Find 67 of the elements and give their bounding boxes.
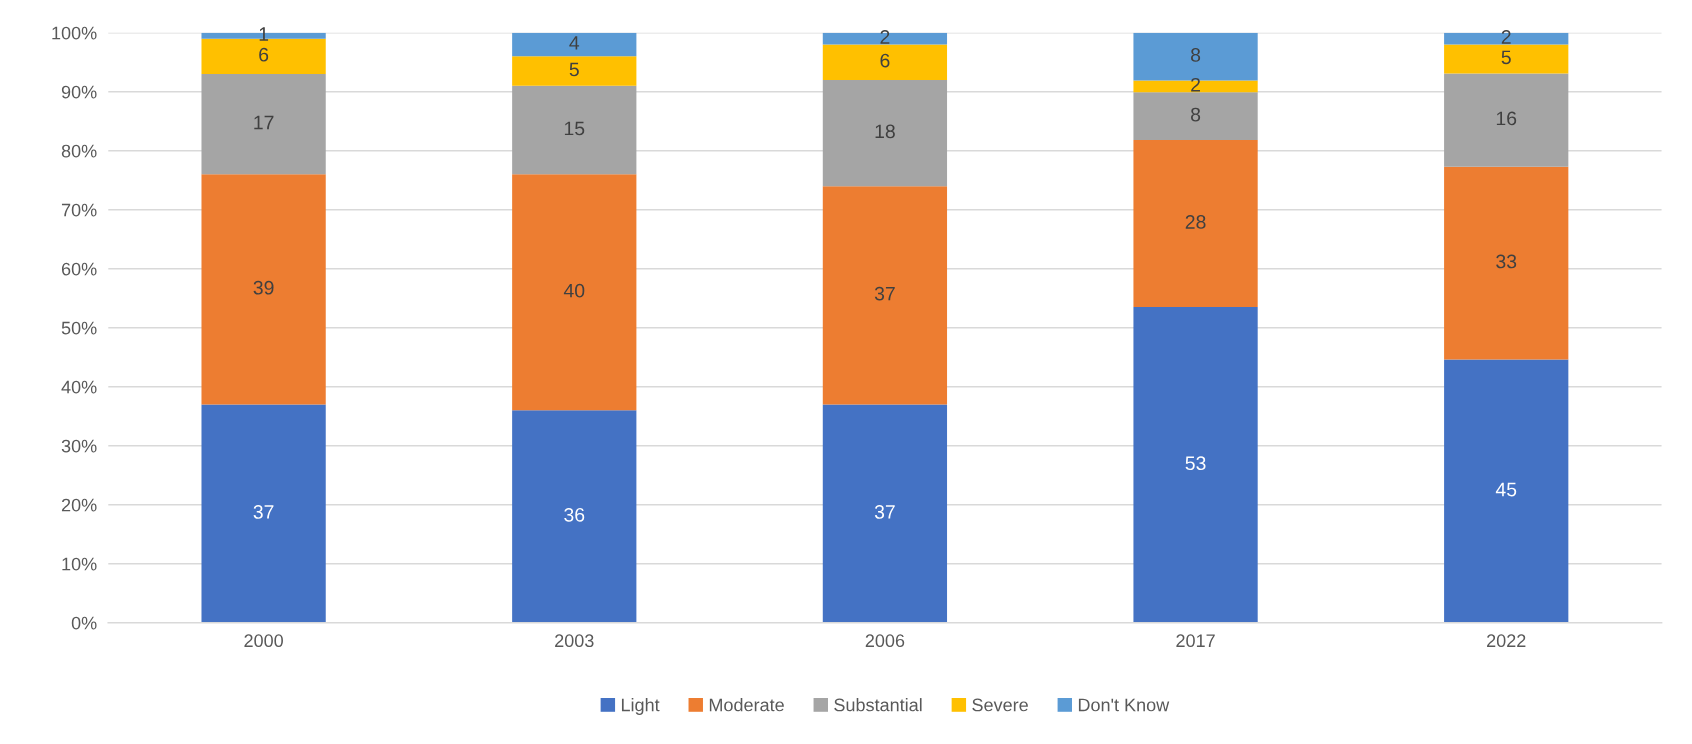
data-label: 53 xyxy=(1185,456,1206,471)
bar xyxy=(1444,166,1569,360)
data-label: 36 xyxy=(564,507,585,522)
x-tick-label: 2017 xyxy=(1176,634,1215,648)
data-label: 18 xyxy=(875,124,895,139)
bar xyxy=(512,85,637,175)
x-tick-label: 2003 xyxy=(555,634,594,648)
data-label: 4 xyxy=(569,36,580,50)
bar xyxy=(1444,359,1569,623)
data-label: 28 xyxy=(1185,215,1206,229)
bar xyxy=(822,44,948,80)
data-label: 5 xyxy=(569,62,579,77)
data-label: 8 xyxy=(1191,48,1201,62)
y-tick-label: 40% xyxy=(61,380,97,394)
y-tick-label: 0% xyxy=(71,616,97,630)
data-label: 17 xyxy=(254,115,274,130)
bar xyxy=(1133,80,1258,93)
bar xyxy=(201,74,326,175)
data-label: 6 xyxy=(880,53,890,68)
data-label: 37 xyxy=(874,286,895,301)
bar xyxy=(1444,73,1569,167)
bar xyxy=(512,56,637,86)
x-tick-label: 2022 xyxy=(1487,634,1526,648)
data-label: 2 xyxy=(1191,77,1200,92)
data-label: 37 xyxy=(253,505,274,519)
legend-label: Substantial xyxy=(834,698,922,712)
legend-label: Severe xyxy=(972,698,1028,712)
data-label: 8 xyxy=(1191,107,1201,122)
bar xyxy=(822,32,948,45)
y-tick-label: 100% xyxy=(52,26,97,40)
y-tick-label: 30% xyxy=(61,439,97,453)
bar xyxy=(201,404,326,623)
x-tick-label: 2000 xyxy=(244,634,283,648)
legend-label: Moderate xyxy=(709,698,784,712)
bar xyxy=(512,32,637,57)
data-label: 39 xyxy=(253,280,274,295)
y-tick-label: 90% xyxy=(61,85,97,99)
data-label: 16 xyxy=(1496,111,1517,126)
bar xyxy=(1444,32,1569,45)
y-tick-label: 10% xyxy=(62,557,97,571)
bar xyxy=(822,79,948,187)
bar xyxy=(512,174,637,411)
bar xyxy=(822,186,948,405)
bar xyxy=(1133,92,1258,141)
legend-label: Don't Know xyxy=(1078,698,1170,712)
data-label: 2 xyxy=(1501,30,1511,44)
data-label: 6 xyxy=(259,47,269,62)
y-tick-label: 70% xyxy=(61,203,97,217)
bar xyxy=(1133,140,1258,308)
bar xyxy=(822,404,948,623)
bar xyxy=(201,174,326,405)
data-label: 5 xyxy=(1501,50,1511,65)
y-tick-label: 80% xyxy=(61,144,97,158)
data-label: 2 xyxy=(880,30,890,44)
y-tick-label: 20% xyxy=(61,498,97,512)
bar xyxy=(512,410,637,623)
y-tick-label: 50% xyxy=(61,321,97,335)
data-label: 15 xyxy=(564,121,585,136)
data-label: 45 xyxy=(1495,482,1517,497)
bar xyxy=(1133,307,1258,623)
data-label: 33 xyxy=(1496,254,1517,269)
data-label: 37 xyxy=(874,505,895,519)
data-label: 40 xyxy=(563,283,585,298)
bar xyxy=(1444,44,1569,74)
legend-label: Light xyxy=(621,698,660,715)
y-tick-label: 60% xyxy=(61,262,97,276)
x-tick-label: 2006 xyxy=(865,634,905,648)
